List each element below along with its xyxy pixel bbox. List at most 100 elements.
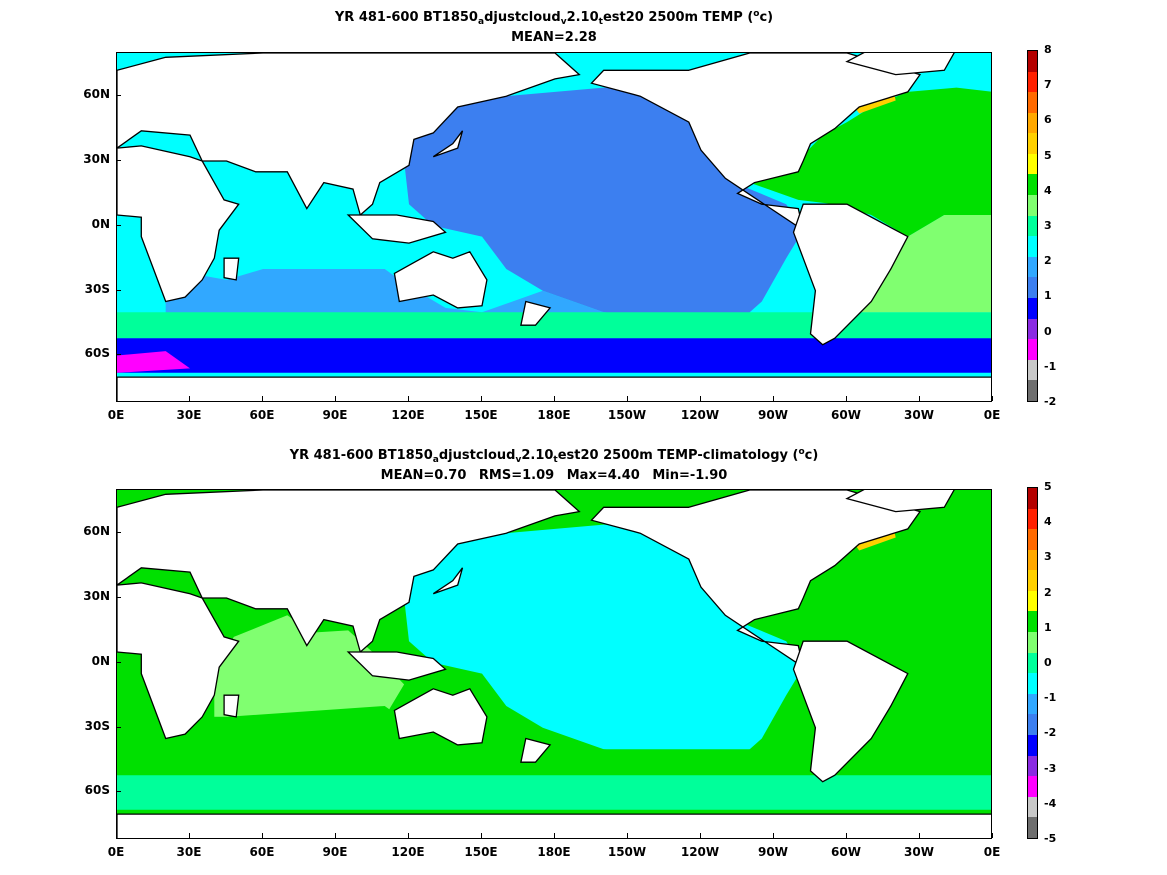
land-eurasia — [117, 53, 581, 217]
region-southern-ocean-55-65s — [117, 775, 991, 810]
y-tick-label: 0N — [91, 216, 110, 231]
x-tick-label: 120E — [391, 408, 425, 422]
colorbar-segment — [1028, 359, 1037, 381]
region-north-atlantic — [749, 524, 991, 674]
colorbar-tick-label: -2 — [1044, 395, 1057, 408]
y-tick — [116, 354, 121, 356]
colorbar-tick-label: 5 — [1044, 148, 1052, 162]
y-tick — [116, 726, 121, 728]
map-canvas-0 — [117, 53, 991, 401]
bottom-max: Max=4.40 — [566, 468, 640, 483]
y-tick-label: 60N — [83, 524, 110, 539]
colorbar-segment — [1028, 92, 1037, 113]
x-tick — [700, 833, 701, 838]
x-tick — [919, 396, 920, 401]
map-canvas-1 — [117, 490, 991, 838]
land-new-zealand — [520, 300, 552, 326]
bottom-title: YR 481-600 BT1850adjustcloudv2.10test20 … — [289, 447, 819, 465]
y-tick — [116, 95, 121, 97]
colorbar-segment — [1028, 380, 1037, 401]
land-australia — [393, 688, 488, 746]
x-tick-label: 30E — [176, 408, 202, 422]
land-greenland — [845, 53, 955, 76]
x-tick — [335, 396, 336, 401]
region-south-atlantic — [847, 652, 991, 750]
y-tick — [116, 661, 121, 663]
colorbar-segment — [1028, 734, 1037, 756]
x-tick — [992, 396, 993, 401]
x-tick — [408, 396, 409, 401]
bottom-map-panel — [116, 489, 992, 839]
x-tick — [773, 833, 774, 838]
colorbar-tick-label: -1 — [1044, 359, 1057, 373]
top-stats: MEAN=2.28 — [116, 30, 992, 46]
land-north-america — [590, 53, 922, 232]
x-tick — [262, 833, 263, 838]
colorbar-tick-label: 4 — [1044, 183, 1052, 197]
colorbar-0 — [1027, 50, 1038, 402]
x-tick — [262, 396, 263, 401]
colorbar-tick-label: -1 — [1044, 691, 1057, 705]
land-australia — [393, 251, 488, 309]
x-tick — [700, 396, 701, 401]
colorbar-tick-label: 7 — [1044, 78, 1052, 92]
x-tick-label: 90E — [322, 408, 348, 422]
colorbar-tick-label: 8 — [1044, 43, 1052, 56]
land-eurasia — [117, 490, 581, 654]
x-tick-label: 150W — [607, 845, 647, 859]
y-tick-label: 30N — [83, 152, 110, 167]
region-north-atlantic — [749, 87, 991, 237]
land-north-america — [590, 490, 922, 669]
land-antarctica — [117, 813, 991, 838]
land-greenland — [845, 490, 955, 513]
x-tick-label: 30W — [904, 408, 934, 422]
colorbar-tick-label: 5 — [1044, 480, 1052, 493]
colorbar-segment — [1028, 529, 1037, 550]
x-tick — [189, 396, 190, 401]
colorbar-tick-label: -4 — [1044, 796, 1057, 810]
y-tick — [116, 289, 121, 291]
region-southern-ocean-40-50s — [117, 749, 991, 776]
land-antarctica — [117, 376, 991, 401]
x-tick — [189, 833, 190, 838]
x-tick-label: 0E — [107, 408, 125, 422]
x-tick-label: 30E — [176, 845, 202, 859]
colorbar-segment — [1028, 632, 1037, 653]
colorbar-segment — [1028, 570, 1037, 591]
land-africa — [117, 582, 240, 740]
colorbar-segment — [1028, 796, 1037, 818]
colorbar-segment — [1028, 693, 1037, 715]
colorbar-segment — [1028, 256, 1037, 278]
land-indonesia — [346, 214, 447, 244]
bottom-mean: MEAN=0.70 — [380, 468, 467, 483]
x-tick-label: 120W — [680, 408, 720, 422]
x-tick — [627, 833, 628, 838]
x-tick-label: 0E — [107, 845, 125, 859]
x-tick — [408, 833, 409, 838]
land-south-america — [792, 203, 909, 346]
x-tick-label: 90W — [758, 845, 788, 859]
region-southern-ocean-55-65s — [117, 338, 991, 373]
land-japan — [432, 130, 464, 158]
x-tick-label: 90W — [758, 408, 788, 422]
region-tropical-indian-ocean — [214, 178, 409, 280]
x-tick — [481, 833, 482, 838]
region-south-atlantic — [847, 215, 991, 313]
colorbar-tick-label: 3 — [1044, 550, 1052, 564]
colorbar-tick-label: 2 — [1044, 585, 1052, 599]
y-tick-label: 0N — [91, 653, 110, 668]
y-tick-label: 60S — [84, 783, 110, 798]
top-map-panel — [116, 52, 992, 402]
x-tick — [554, 396, 555, 401]
land-indonesia — [346, 651, 447, 681]
x-tick-label: 30W — [904, 845, 934, 859]
colorbar-segment — [1028, 714, 1037, 735]
x-tick-label: 150E — [464, 845, 498, 859]
colorbar-segment — [1028, 277, 1037, 298]
colorbar-tick-label: 1 — [1044, 620, 1052, 634]
y-tick — [116, 224, 121, 226]
colorbar-tick-label: -3 — [1044, 761, 1057, 775]
y-tick — [116, 532, 121, 534]
colorbar-tick-label: 2 — [1044, 254, 1052, 268]
x-tick — [335, 833, 336, 838]
